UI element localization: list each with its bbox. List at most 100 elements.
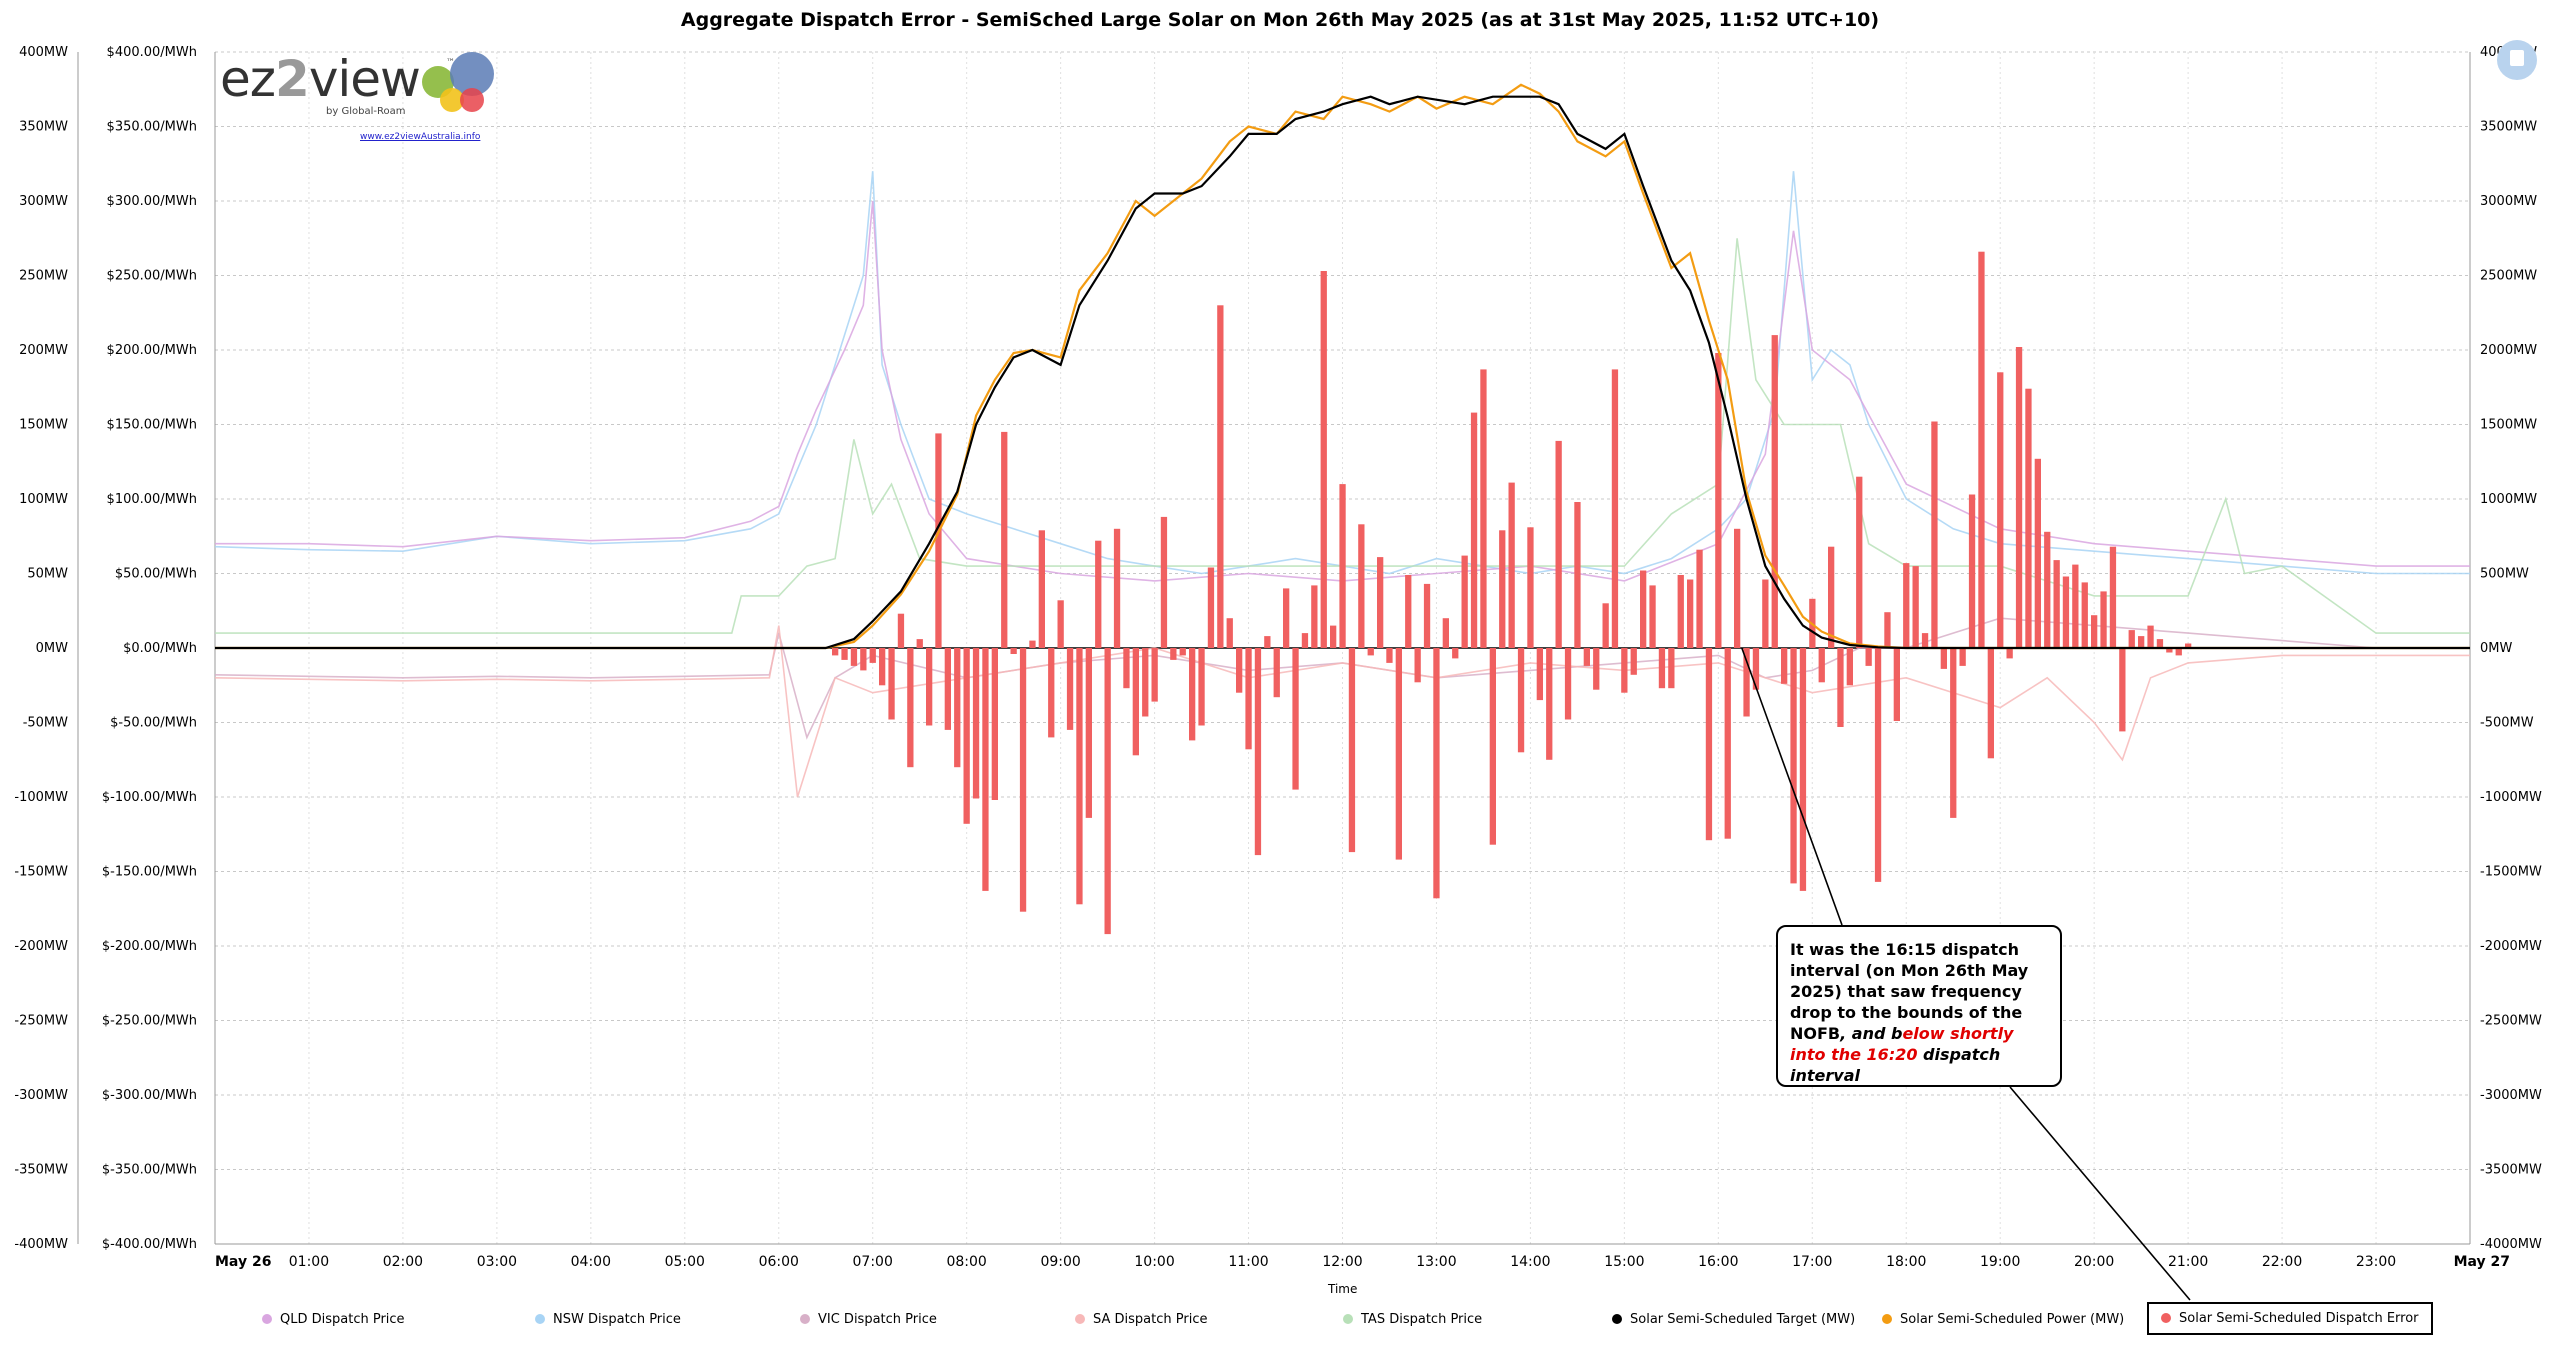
- dispatch-error-bar: [1386, 648, 1393, 663]
- dispatch-error-bar: [869, 648, 876, 663]
- dispatch-error-bar: [1799, 648, 1807, 891]
- x-tick-label: 19:00: [1980, 1254, 2020, 1270]
- dispatch-error-bar: [1198, 648, 1205, 726]
- dispatch-error-bar: [1170, 648, 1177, 660]
- legend-item[interactable]: SA Dispatch Price: [1075, 1312, 1207, 1327]
- right-mw-tick: -1500MW: [2480, 865, 2542, 880]
- dispatch-error-bar: [1762, 579, 1769, 648]
- dispatch-error-bar: [1057, 600, 1064, 648]
- power-lines: [215, 83, 2470, 650]
- annotation-callout: It was the 16:15 dispatch interval (on M…: [1776, 925, 2062, 1087]
- legend-marker-icon: [2161, 1313, 2171, 1323]
- right-mw-tick: 2500MW: [2480, 269, 2537, 284]
- right-mw-tick: -4000MW: [2480, 1237, 2542, 1252]
- dispatch-error-bar: [1677, 575, 1684, 648]
- dispatch-error-bar: [1489, 648, 1496, 845]
- dispatch-error-bar: [1508, 482, 1515, 648]
- legend-marker-icon: [1612, 1314, 1622, 1324]
- dispatch-error-bar: [1066, 648, 1074, 730]
- dispatch-error-bar: [1668, 648, 1675, 689]
- dispatch-error-bar: [1649, 585, 1656, 648]
- dispatch-error-bar: [2015, 347, 2023, 648]
- left-axis: 400MW $400.00/MWh 350MW $350.00/MWh 300MW $30…: [14, 45, 216, 1252]
- x-tick-label: 06:00: [759, 1254, 799, 1270]
- right-mw-tick: 500MW: [2480, 567, 2529, 582]
- dispatch-error-bar: [1837, 648, 1844, 727]
- legend-label: Solar Semi-Scheduled Dispatch Error: [2179, 1311, 2419, 1326]
- dispatch-error-bar: [1903, 563, 1910, 648]
- dispatch-error-bar: [1931, 421, 1938, 648]
- legend-item[interactable]: TAS Dispatch Price: [1343, 1312, 1482, 1327]
- dispatch-error-bar: [1348, 648, 1356, 853]
- x-tick-label: 21:00: [2168, 1254, 2208, 1270]
- x-tick-label: 15:00: [1604, 1254, 1644, 1270]
- logo-url-link[interactable]: www.ez2viewAustralia.info: [360, 132, 481, 142]
- legend-item[interactable]: Solar Semi-Scheduled Target (MW): [1612, 1312, 1855, 1327]
- left-mw-tick: 50MW: [27, 567, 68, 582]
- left-price-tick: $-350.00/MWh: [102, 1163, 197, 1178]
- dispatch-error-bar: [991, 648, 998, 800]
- dispatch-error-bar: [1884, 612, 1891, 648]
- left-mw-tick: -150MW: [14, 865, 68, 880]
- annotation-text-italic: , and b: [1840, 1024, 1903, 1043]
- x-tick-label: 11:00: [1228, 1254, 1268, 1270]
- dispatch-error-bar: [1236, 648, 1243, 693]
- dispatch-error-bar: [1254, 648, 1262, 856]
- dispatch-error-bar: [1640, 570, 1647, 648]
- dispatch-error-bar: [1151, 648, 1158, 702]
- dispatch-error-bar: [1705, 648, 1713, 841]
- dispatch-error-bar: [1264, 636, 1271, 648]
- dispatch-error-bar: [1076, 648, 1083, 905]
- dispatch-error-bar: [2034, 458, 2041, 648]
- left-mw-tick: -350MW: [14, 1163, 68, 1178]
- dispatch-error-bar: [1189, 648, 1196, 741]
- dispatch-error-bar: [1226, 618, 1233, 648]
- dispatch-error-bar: [1452, 648, 1459, 659]
- legend-item[interactable]: NSW Dispatch Price: [535, 1312, 681, 1327]
- dispatch-error-bar: [1142, 648, 1149, 717]
- dispatch-error-bar: [1874, 648, 1882, 882]
- dispatch-error-bar: [1536, 648, 1543, 701]
- left-mw-tick: -300MW: [14, 1088, 68, 1103]
- left-mw-tick: -400MW: [14, 1237, 68, 1252]
- legend-item[interactable]: QLD Dispatch Price: [262, 1312, 405, 1327]
- x-axis: May 26 01:00 02:00 03:00 04:00 05:00 06:00 07:0…: [215, 1243, 2510, 1270]
- right-mw-tick: 0MW: [2480, 641, 2512, 656]
- dispatch-error-bar: [1781, 648, 1788, 684]
- left-mw-tick: 250MW: [19, 269, 68, 284]
- dispatch-error-bar: [2156, 639, 2164, 648]
- legend-label: Solar Semi-Scheduled Power (MW): [1900, 1312, 2125, 1327]
- x-tick-label: 16:00: [1698, 1254, 1738, 1270]
- callout-line-up: [1741, 647, 1843, 926]
- dispatch-error-bar: [926, 648, 933, 726]
- dispatch-error-bar: [1968, 494, 1976, 648]
- dispatch-error-bar: [1442, 618, 1449, 648]
- dispatch-error-bar: [1602, 603, 1609, 648]
- dispatch-error-bar: [1019, 648, 1027, 912]
- x-tick-label: 20:00: [2074, 1254, 2114, 1270]
- right-mw-tick: 1000MW: [2480, 492, 2537, 507]
- legend-marker-icon: [1343, 1314, 1353, 1324]
- legend-item[interactable]: VIC Dispatch Price: [800, 1312, 937, 1327]
- dispatch-error-bar: [1480, 369, 1487, 648]
- dispatch-error-bar: [1001, 431, 1008, 648]
- dispatch-error-bar: [1499, 530, 1506, 648]
- dispatch-error-bar: [1367, 648, 1374, 656]
- dispatch-error-bar: [1771, 335, 1778, 648]
- dispatch-error-bar: [944, 648, 951, 730]
- left-price-tick: $100.00/MWh: [107, 492, 197, 507]
- left-price-tick: $300.00/MWh: [107, 194, 197, 209]
- dispatch-error-bar: [1734, 528, 1741, 648]
- dispatch-error-bar: [954, 648, 961, 768]
- left-mw-tick: 150MW: [19, 418, 68, 433]
- legend-item[interactable]: Solar Semi-Scheduled Power (MW): [1882, 1312, 2124, 1327]
- export-icon[interactable]: [2497, 40, 2537, 80]
- dispatch-error-bar: [1179, 648, 1186, 656]
- legend-label: SA Dispatch Price: [1093, 1312, 1208, 1327]
- annotation-text-tail: dispatch interval: [1790, 1045, 2001, 1085]
- x-tick-label: 01:00: [289, 1254, 329, 1270]
- legend-item[interactable]: Solar Semi-Scheduled Dispatch Error: [2147, 1302, 2433, 1335]
- dispatch-error-bar: [1292, 648, 1299, 790]
- annotation-text: It was the 16:15 dispatch interval (on M…: [1790, 940, 2029, 1043]
- right-mw-tick: -500MW: [2480, 716, 2534, 731]
